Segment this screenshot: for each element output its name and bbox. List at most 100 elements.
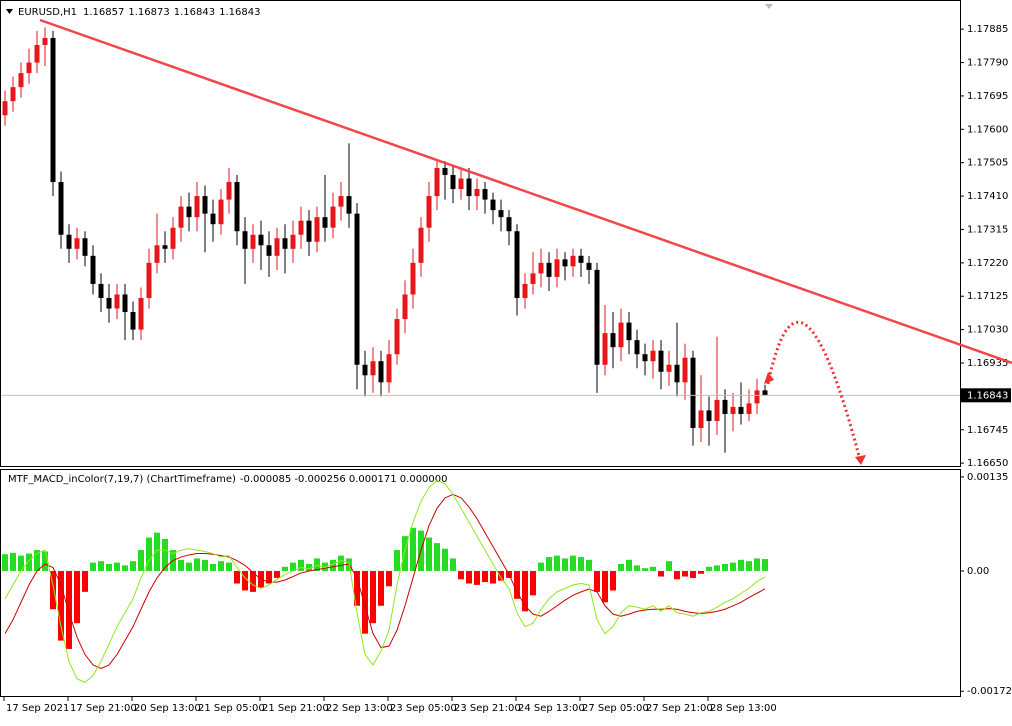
- histogram-bar: [426, 537, 432, 571]
- candle-body: [666, 364, 672, 372]
- histogram-bar: [490, 570, 496, 584]
- candle-body: [58, 182, 64, 235]
- y-tick-label: 1.17885: [967, 24, 1008, 35]
- histogram-bar: [634, 565, 640, 571]
- histogram-bar: [154, 532, 160, 571]
- x-tick-label: 27 Sep 05:00: [582, 703, 649, 714]
- candle-body: [346, 196, 352, 214]
- header-low: 1.16843: [174, 7, 215, 18]
- histogram-bar: [610, 570, 616, 591]
- x-tick-label: 23 Sep 05:00: [390, 703, 457, 714]
- last-price-box: [961, 388, 1011, 403]
- histogram-bar: [626, 559, 632, 571]
- histogram-bar: [466, 570, 472, 584]
- histogram-bar: [42, 551, 48, 571]
- histogram-bar: [738, 559, 744, 571]
- candle-body: [658, 350, 664, 372]
- y-tick-label: 1.16745: [967, 425, 1008, 436]
- histogram-bar: [378, 570, 384, 606]
- histogram-bar: [474, 570, 480, 585]
- candle-body: [746, 403, 752, 414]
- histogram-bar: [26, 553, 32, 571]
- candle-body: [418, 227, 424, 263]
- histogram-bar: [538, 562, 544, 571]
- y-tick-label: 1.17505: [967, 158, 1008, 169]
- candle-body: [306, 220, 312, 242]
- candle-body: [34, 44, 40, 63]
- candle-body: [74, 238, 80, 249]
- histogram-bar: [178, 559, 184, 571]
- candle-body: [410, 262, 416, 295]
- x-tick-label: 21 Sep 05:00: [198, 703, 265, 714]
- candle-body: [714, 399, 720, 421]
- x-tick-label: 23 Sep 21:00: [454, 703, 521, 714]
- candle-body: [202, 196, 208, 214]
- x-tick-label: 17 Sep 21:00: [70, 703, 137, 714]
- candle-body: [754, 390, 760, 404]
- header-close: 1.16843: [219, 7, 260, 18]
- candle-body: [594, 269, 600, 365]
- histogram-bar: [202, 559, 208, 571]
- last-price-label: 1.16843: [967, 390, 1008, 401]
- histogram-bar: [650, 566, 656, 571]
- candle-body: [578, 255, 584, 263]
- indicator-values: -0.000085 -0.000256 0.000171 0.000000: [240, 474, 448, 485]
- symbol-menu-arrow: [6, 9, 13, 14]
- candle-body: [106, 297, 112, 309]
- candle-body: [586, 262, 592, 270]
- histogram-bar: [250, 570, 256, 592]
- y-tick-label: 1.17600: [967, 124, 1008, 135]
- candle-body: [474, 189, 480, 197]
- histogram-bar: [58, 570, 64, 641]
- candle-body: [66, 234, 72, 249]
- y-tick-label: 1.17315: [967, 224, 1008, 235]
- candle-body: [434, 167, 440, 197]
- candle-body: [338, 196, 344, 207]
- histogram-bar: [698, 570, 704, 574]
- y-tick-label: 1.17030: [967, 325, 1008, 336]
- candle-body: [642, 354, 648, 362]
- histogram-bar: [130, 561, 136, 571]
- histogram-bar: [666, 561, 672, 571]
- histogram-bar: [50, 570, 56, 610]
- candle-body: [258, 234, 264, 246]
- candle-body: [626, 322, 632, 341]
- candle-body: [674, 364, 680, 383]
- histogram-bar: [410, 527, 416, 571]
- shift-marker: [765, 4, 773, 9]
- candle-body: [154, 245, 160, 263]
- histogram-bar: [690, 570, 696, 578]
- histogram-bar: [642, 568, 648, 571]
- indicator-header: MTF_MACD_inColor(7,19,7) (ChartTimeframe…: [8, 474, 448, 485]
- candle-body: [234, 182, 240, 232]
- indicator-title: MTF_MACD_inColor(7,19,7) (ChartTimeframe…: [8, 474, 236, 485]
- y-tick-label: 1.16650: [967, 458, 1008, 469]
- histogram-bar: [74, 570, 80, 624]
- candle-body: [242, 231, 248, 249]
- candle-body: [218, 199, 224, 225]
- candle-body: [618, 322, 624, 348]
- histogram-bar: [98, 561, 104, 571]
- candle-body: [402, 294, 408, 320]
- candle-body: [466, 178, 472, 197]
- candle-body: [274, 238, 280, 256]
- candle-body: [210, 213, 216, 225]
- histogram-bar: [34, 550, 40, 571]
- macd-line: [4, 479, 766, 683]
- candle-body: [250, 234, 256, 249]
- candle-body: [698, 410, 704, 428]
- candle-body: [330, 206, 336, 228]
- histogram-bar: [394, 550, 400, 571]
- candle-body: [178, 206, 184, 228]
- candle-body: [522, 283, 528, 298]
- histogram-bar: [594, 570, 600, 592]
- histogram-bar: [586, 559, 592, 571]
- candle-body: [682, 357, 688, 383]
- candle-body: [554, 259, 560, 277]
- histogram-bar: [218, 561, 224, 571]
- x-tick-label: 17 Sep 2021: [6, 703, 69, 714]
- histogram-bar: [66, 570, 72, 649]
- candle-body: [50, 37, 56, 183]
